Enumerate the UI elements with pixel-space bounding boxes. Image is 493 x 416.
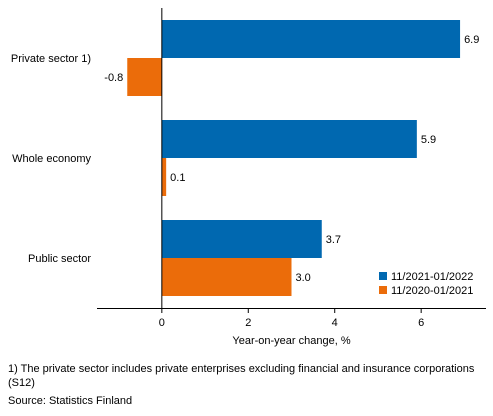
x-tick-label: 0 — [159, 317, 165, 329]
legend-label: 11/2020-01/2021 — [391, 285, 473, 297]
bars-layer — [127, 20, 461, 296]
x-tick-label: 4 — [332, 317, 338, 329]
legend: 11/2021-01/2022 11/2020-01/2021 — [379, 271, 473, 297]
data-label: 3.7 — [326, 234, 341, 246]
data-label: 0.1 — [170, 172, 185, 184]
x-tick-label: 2 — [245, 317, 251, 329]
legend-swatch — [379, 286, 387, 294]
bar-chart: 0 2 4 6 Private sector 1) Whole economy Publi… — [11, 8, 486, 347]
category-label: Private sector 1) — [11, 53, 91, 65]
data-label: 6.9 — [464, 34, 479, 46]
x-tick-label: 6 — [418, 317, 424, 329]
data-labels: 6.9 -0.8 5.9 0.1 3.7 3.0 — [104, 34, 479, 284]
category-label: Whole economy — [12, 153, 91, 165]
footnote: 1) The private sector includes private e… — [8, 363, 475, 389]
bar-series-2-1 — [161, 158, 167, 196]
bar-series-1-1 — [161, 120, 417, 158]
data-label: 5.9 — [421, 134, 436, 146]
legend-label: 11/2021-01/2022 — [391, 271, 473, 283]
bar-series-1-2 — [161, 220, 322, 258]
data-label: 3.0 — [296, 272, 311, 284]
data-label: -0.8 — [104, 72, 123, 84]
bar-series-2-0 — [127, 58, 162, 96]
x-axis-title: Year-on-year change, % — [232, 335, 350, 347]
legend-swatch — [379, 272, 387, 280]
category-labels: Private sector 1) Whole economy Public sec… — [11, 53, 92, 265]
category-label: Public sector — [28, 253, 91, 265]
source-note: Source: Statistics Finland — [8, 395, 133, 407]
bar-series-1-0 — [161, 20, 461, 58]
bar-series-2-2 — [161, 258, 292, 296]
x-ticks: 0 2 4 6 — [159, 308, 424, 329]
